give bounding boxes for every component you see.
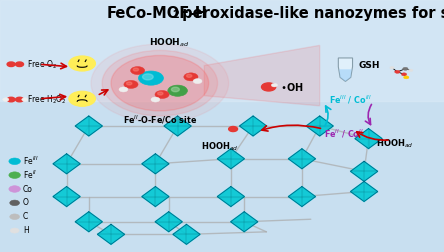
Circle shape (9, 158, 20, 165)
Circle shape (10, 228, 19, 233)
Circle shape (404, 76, 409, 79)
Polygon shape (338, 58, 353, 81)
Circle shape (22, 98, 28, 101)
Circle shape (171, 87, 179, 92)
Circle shape (133, 68, 139, 71)
Circle shape (262, 83, 276, 91)
Text: peroxidase-like nanozymes for sensing: peroxidase-like nanozymes for sensing (177, 6, 444, 21)
Bar (0, 0, 444, 101)
Polygon shape (75, 116, 103, 136)
Circle shape (158, 92, 163, 95)
Polygon shape (53, 154, 80, 174)
Circle shape (102, 50, 218, 116)
Text: C: C (23, 212, 28, 221)
Text: Fe$^{III}$ / Co$^{III}$: Fe$^{III}$ / Co$^{III}$ (329, 93, 372, 106)
Polygon shape (288, 149, 316, 169)
Circle shape (7, 97, 15, 102)
Circle shape (143, 74, 153, 80)
Circle shape (184, 73, 198, 81)
Circle shape (111, 55, 209, 111)
Polygon shape (75, 212, 103, 232)
Circle shape (155, 90, 169, 99)
Circle shape (401, 73, 407, 76)
Polygon shape (142, 186, 169, 207)
Polygon shape (217, 149, 245, 169)
Polygon shape (288, 186, 316, 207)
Circle shape (151, 97, 160, 102)
Text: Co: Co (23, 184, 33, 194)
Text: FeCo-MOF-H: FeCo-MOF-H (107, 6, 207, 21)
Text: HOOH$_{ad}$: HOOH$_{ad}$ (149, 37, 189, 49)
Circle shape (9, 172, 20, 178)
Circle shape (168, 85, 187, 96)
Text: O: O (23, 198, 29, 207)
Text: HOOH$_{ad}$: HOOH$_{ad}$ (377, 137, 414, 150)
Polygon shape (164, 116, 191, 136)
Circle shape (390, 67, 394, 69)
Circle shape (69, 56, 95, 71)
Text: Free H$_2$O$_2$: Free H$_2$O$_2$ (27, 93, 67, 106)
Circle shape (16, 62, 24, 67)
Circle shape (10, 214, 20, 219)
Circle shape (408, 69, 413, 72)
Circle shape (271, 83, 278, 87)
Text: $\bullet$OH: $\bullet$OH (280, 81, 303, 93)
Circle shape (7, 62, 15, 67)
Circle shape (139, 71, 163, 85)
Polygon shape (173, 224, 200, 244)
Text: GSH: GSH (359, 61, 380, 70)
Polygon shape (155, 212, 182, 232)
Circle shape (193, 79, 202, 84)
Text: Fe$^{III}$: Fe$^{III}$ (23, 155, 39, 168)
Circle shape (229, 127, 238, 132)
Circle shape (16, 97, 24, 102)
Circle shape (91, 44, 229, 122)
Polygon shape (230, 212, 258, 232)
Polygon shape (204, 45, 320, 106)
Polygon shape (350, 161, 378, 181)
Polygon shape (355, 129, 382, 149)
Text: 2: 2 (172, 10, 179, 20)
Circle shape (131, 67, 145, 75)
Text: Free O$_2$: Free O$_2$ (27, 58, 57, 71)
Circle shape (124, 80, 138, 88)
Polygon shape (306, 116, 333, 136)
Text: Fe$^{II}$-O-Fe/Co site: Fe$^{II}$-O-Fe/Co site (123, 114, 198, 127)
Circle shape (3, 98, 9, 101)
Polygon shape (339, 69, 352, 81)
Polygon shape (97, 224, 125, 244)
Circle shape (403, 67, 408, 70)
Circle shape (119, 87, 128, 92)
Text: Fe$^{II}$ / Co$^{II}$: Fe$^{II}$ / Co$^{II}$ (324, 128, 364, 140)
Polygon shape (142, 154, 169, 174)
Text: H: H (23, 226, 29, 235)
Circle shape (10, 200, 20, 206)
Polygon shape (239, 116, 267, 136)
Polygon shape (350, 181, 378, 202)
Text: HOOH$_{ad}$: HOOH$_{ad}$ (201, 140, 238, 153)
Circle shape (186, 74, 192, 77)
Text: Fe$^{II}$: Fe$^{II}$ (23, 169, 37, 181)
Polygon shape (217, 186, 245, 207)
Circle shape (395, 70, 400, 73)
Circle shape (9, 186, 20, 192)
Circle shape (127, 82, 132, 85)
Circle shape (69, 91, 95, 106)
Polygon shape (53, 186, 80, 207)
